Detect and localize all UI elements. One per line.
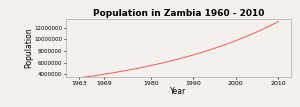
X-axis label: Year: Year <box>170 87 187 96</box>
Title: Population in Zambia 1960 - 2010: Population in Zambia 1960 - 2010 <box>93 10 264 19</box>
Y-axis label: Population: Population <box>24 28 33 68</box>
